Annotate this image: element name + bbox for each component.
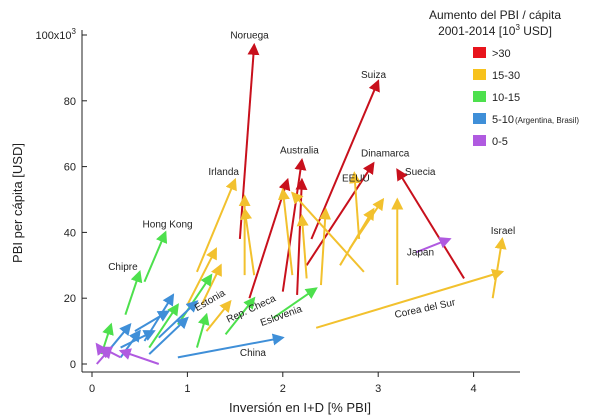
arrow-blue (110, 322, 132, 349)
arrow-green (224, 296, 256, 336)
arrow-red (396, 168, 465, 279)
country-label: Chipre (108, 262, 138, 273)
arrow-blue (134, 310, 171, 332)
legend-title-line1: Aumento del PBI / cápita (429, 8, 561, 22)
y-max-label: 100x103 (35, 27, 76, 42)
country-label: Noruega (230, 30, 269, 41)
country-label: Suiza (361, 70, 386, 81)
arrow-purple (95, 342, 108, 359)
arrow-yellow (240, 207, 256, 276)
legend-swatch (473, 135, 486, 146)
y-tick-label: 40 (64, 227, 76, 239)
country-label: EEUU (342, 173, 370, 184)
legend-items: >30 15-30 10-15 5-10 (Argentina, Brasil) 0-5 (473, 47, 579, 148)
legend-item-label: 15-30 (492, 70, 520, 82)
arrows-layer (95, 42, 507, 365)
legend-item-label: 0-5 (492, 136, 508, 148)
arrow-blue (158, 300, 199, 339)
arrow-yellow (315, 269, 505, 329)
legend-title-tail: USD] (520, 24, 552, 38)
legend-title-exp: 3 (515, 23, 520, 32)
arrow-yellow (277, 187, 294, 276)
y-tick-label: 60 (64, 162, 76, 174)
legend: Aumento del PBI / cápita 2001-2014 [103 … (429, 8, 579, 148)
arrow-yellow (491, 237, 507, 299)
country-labels: Noruega Suiza Australia Dinamarca Suecia Irla… (108, 30, 515, 358)
arrow-yellow (290, 191, 365, 273)
arrow-blue (148, 316, 189, 355)
arrow-red (238, 42, 260, 240)
arrow-green (177, 273, 213, 326)
y-tick-label: 80 (64, 96, 76, 108)
arrow-yellow (196, 177, 237, 273)
arrow-yellow (205, 299, 232, 332)
arrow-blue (120, 330, 156, 349)
country-label: Australia (280, 145, 319, 156)
arrow-yellow (319, 207, 332, 286)
legend-swatch (473, 113, 486, 124)
arrow-yellow (349, 171, 362, 240)
legend-item-note: (Argentina, Brasil) (515, 116, 579, 125)
legend-swatch (473, 69, 486, 80)
legend-item-label: 10-15 (492, 92, 520, 104)
country-label: Hong Kong (143, 219, 193, 230)
x-tick-label: 4 (471, 383, 477, 395)
x-tick-label: 3 (375, 383, 381, 395)
country-label: Suecia (405, 167, 436, 178)
x-axis-title: Inversión en I+D [% PBI] (229, 400, 371, 415)
y-max-base: 100x10 (35, 30, 71, 42)
arrow-red (305, 161, 375, 266)
y-max-exp: 3 (72, 27, 77, 36)
arrow-yellow (348, 197, 385, 250)
country-label: China (240, 348, 267, 359)
arrow-green (124, 269, 143, 315)
y-tick-label: 0 (70, 359, 76, 371)
country-label: Dinamarca (361, 149, 410, 160)
arrow-red (310, 79, 380, 240)
country-label: Japan (407, 247, 434, 258)
legend-swatch (473, 91, 486, 102)
x-tick-label: 1 (184, 383, 190, 395)
y-ticks: 0 20 40 60 80 (64, 34, 87, 371)
arrow-green (272, 287, 318, 319)
arrow-green (143, 230, 168, 283)
arrow-purple (118, 348, 160, 365)
arrow-purple (415, 237, 452, 254)
legend-title-line2: 2001-2014 [103 USD] (438, 23, 552, 38)
y-axis-title: PBI per cápita [USD] (10, 143, 25, 263)
arrow-red (248, 177, 291, 299)
legend-item-label: >30 (492, 48, 511, 60)
country-label: Irlanda (208, 167, 239, 178)
country-label: Israel (491, 226, 515, 237)
arrow-blue (177, 333, 285, 359)
arrow-green (195, 312, 210, 348)
legend-swatch (473, 47, 486, 58)
legend-title-line2-start: 2001-2014 [10 (438, 24, 516, 38)
arrow-red (295, 177, 308, 295)
y-tick-label: 20 (64, 293, 76, 305)
x-tick-label: 0 (89, 383, 95, 395)
legend-item-label: 5-10 (492, 114, 514, 126)
arrow-yellow (296, 213, 309, 279)
x-ticks: 0 1 2 3 4 (89, 372, 477, 395)
x-tick-label: 2 (280, 383, 286, 395)
